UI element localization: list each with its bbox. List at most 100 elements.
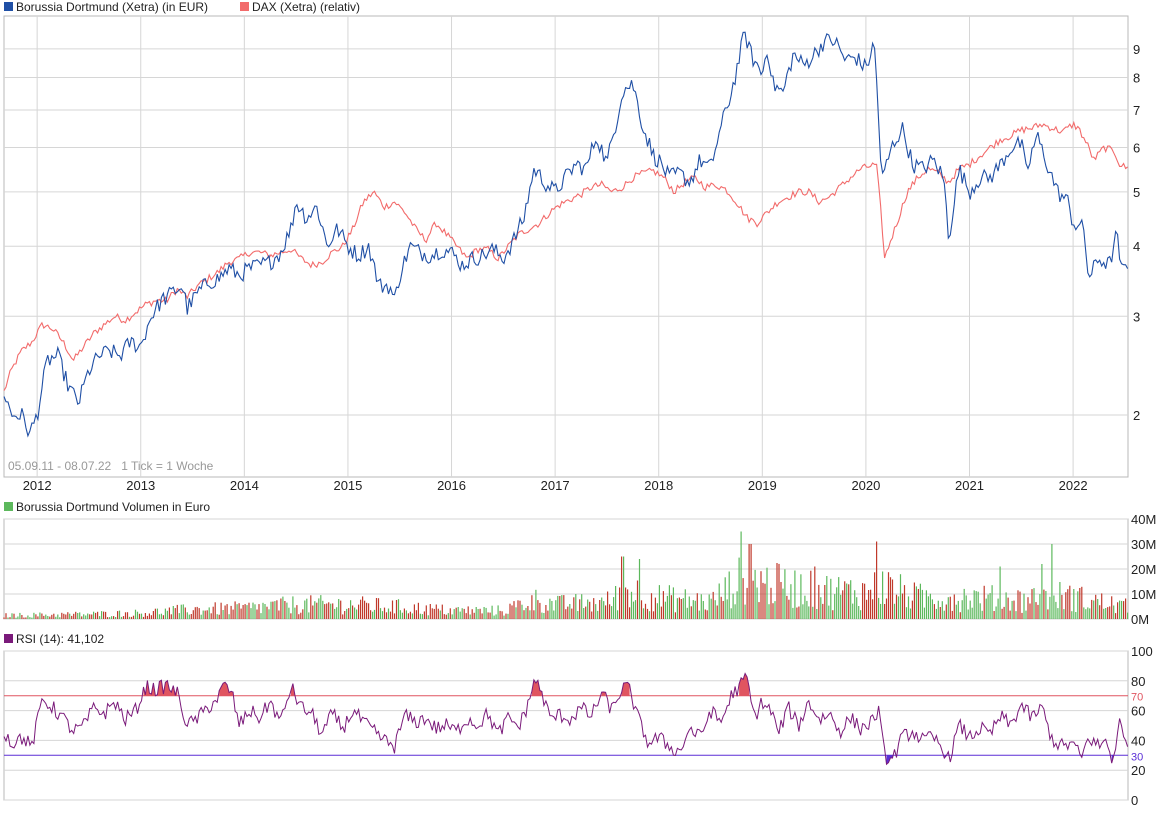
volume-bar [507,613,509,619]
volume-bar [501,611,503,619]
volume-bar [206,610,208,619]
volume-bar [1039,594,1041,619]
volume-bar [981,610,983,619]
volume-bar [605,605,607,619]
legend-label-bvb: Borussia Dortmund (Xetra) (in EUR) [16,0,208,14]
volume-bar [103,611,105,619]
volume-bar [377,598,380,619]
volume-bar [152,611,154,619]
price-y-tick-label: 8 [1133,71,1140,86]
volume-bar [75,611,77,619]
volume-bar [623,556,625,619]
volume-bar [1093,600,1095,619]
volume-bar [264,604,266,619]
volume-bar [724,577,726,619]
volume-bar [43,615,45,619]
volume-bar [977,591,979,619]
volume-bar [917,589,919,619]
volume-bar [812,606,814,619]
volume-bar [919,583,921,619]
volume-bar [559,596,561,619]
volume-bar [413,604,415,619]
volume-bar [65,614,67,619]
volume-bar [491,605,493,619]
volume-bar [487,612,489,619]
volume-bar [1027,597,1029,619]
bvb-price-line [3,31,1129,438]
volume-bar [399,610,401,619]
volume-bar [885,598,888,619]
volume-bar [240,608,242,619]
volume-bar [39,612,41,619]
volume-bar [35,614,37,619]
volume-bar [619,587,621,619]
volume-bar [383,607,386,619]
volume-bar [790,584,792,619]
volume-bar [304,600,306,619]
volume-bar [172,606,174,619]
volume-bar [915,586,917,619]
volume-bar [652,611,655,619]
volume-bar [792,607,794,619]
volume-bar [83,614,85,619]
rsi-y-tick-label: 60 [1131,704,1145,719]
volume-bar [395,600,398,619]
volume-bar [25,617,27,619]
volume-bar [1007,597,1009,619]
volume-bar [99,616,101,619]
volume-bar [1003,606,1005,619]
volume-bar [270,601,272,619]
volume-bar [945,604,947,619]
volume-bar [712,591,714,619]
volume-bar [632,601,635,619]
volume-bar [662,591,664,619]
volume-bar [53,613,55,619]
volume-bar [868,590,870,619]
volume-bar [186,612,188,619]
volume-bar [87,613,89,619]
rsi-series [3,672,1129,766]
volume-bar [469,614,471,619]
volume-bar [115,617,117,619]
volume-bar [613,597,615,619]
volume-bar [933,604,935,619]
volume-bar [517,600,519,619]
volume-bar [47,616,49,619]
volume-bar [318,598,320,619]
volume-bar [846,583,848,619]
volume-bar [176,604,178,619]
legend-swatch-dax [240,2,249,11]
volume-bar [897,596,900,619]
volume-bar [629,607,631,619]
volume-bar [573,597,575,619]
volume-bar [646,608,649,619]
price-x-tick-label: 2017 [541,478,570,493]
volume-bar [704,609,706,619]
volume-bar [81,616,83,619]
volume-bar [591,611,593,619]
volume-bar [836,587,838,619]
volume-y-tick-label: 0M [1131,612,1149,627]
volume-bar [615,586,617,619]
volume-bar [1053,595,1055,619]
volume-bar [710,598,712,619]
volume-bar [860,610,862,619]
volume-bar [1059,582,1061,619]
volume-bar [969,600,971,619]
volume-bar [389,611,392,619]
volume-bar [700,594,702,619]
volume-bar [300,612,302,619]
volume-bar [170,614,172,619]
volume-bar [134,609,137,619]
volume-bar [523,610,525,619]
volume-bar [678,597,680,619]
volume-bar [379,608,382,619]
volume-bar [971,607,973,619]
volume-bar [852,603,854,619]
volume-bar [15,617,17,619]
volume-bar [445,614,447,619]
volume-bar [874,572,876,619]
volume-bar [519,600,521,619]
volume-bar [862,583,864,619]
volume-bar [1025,610,1027,619]
